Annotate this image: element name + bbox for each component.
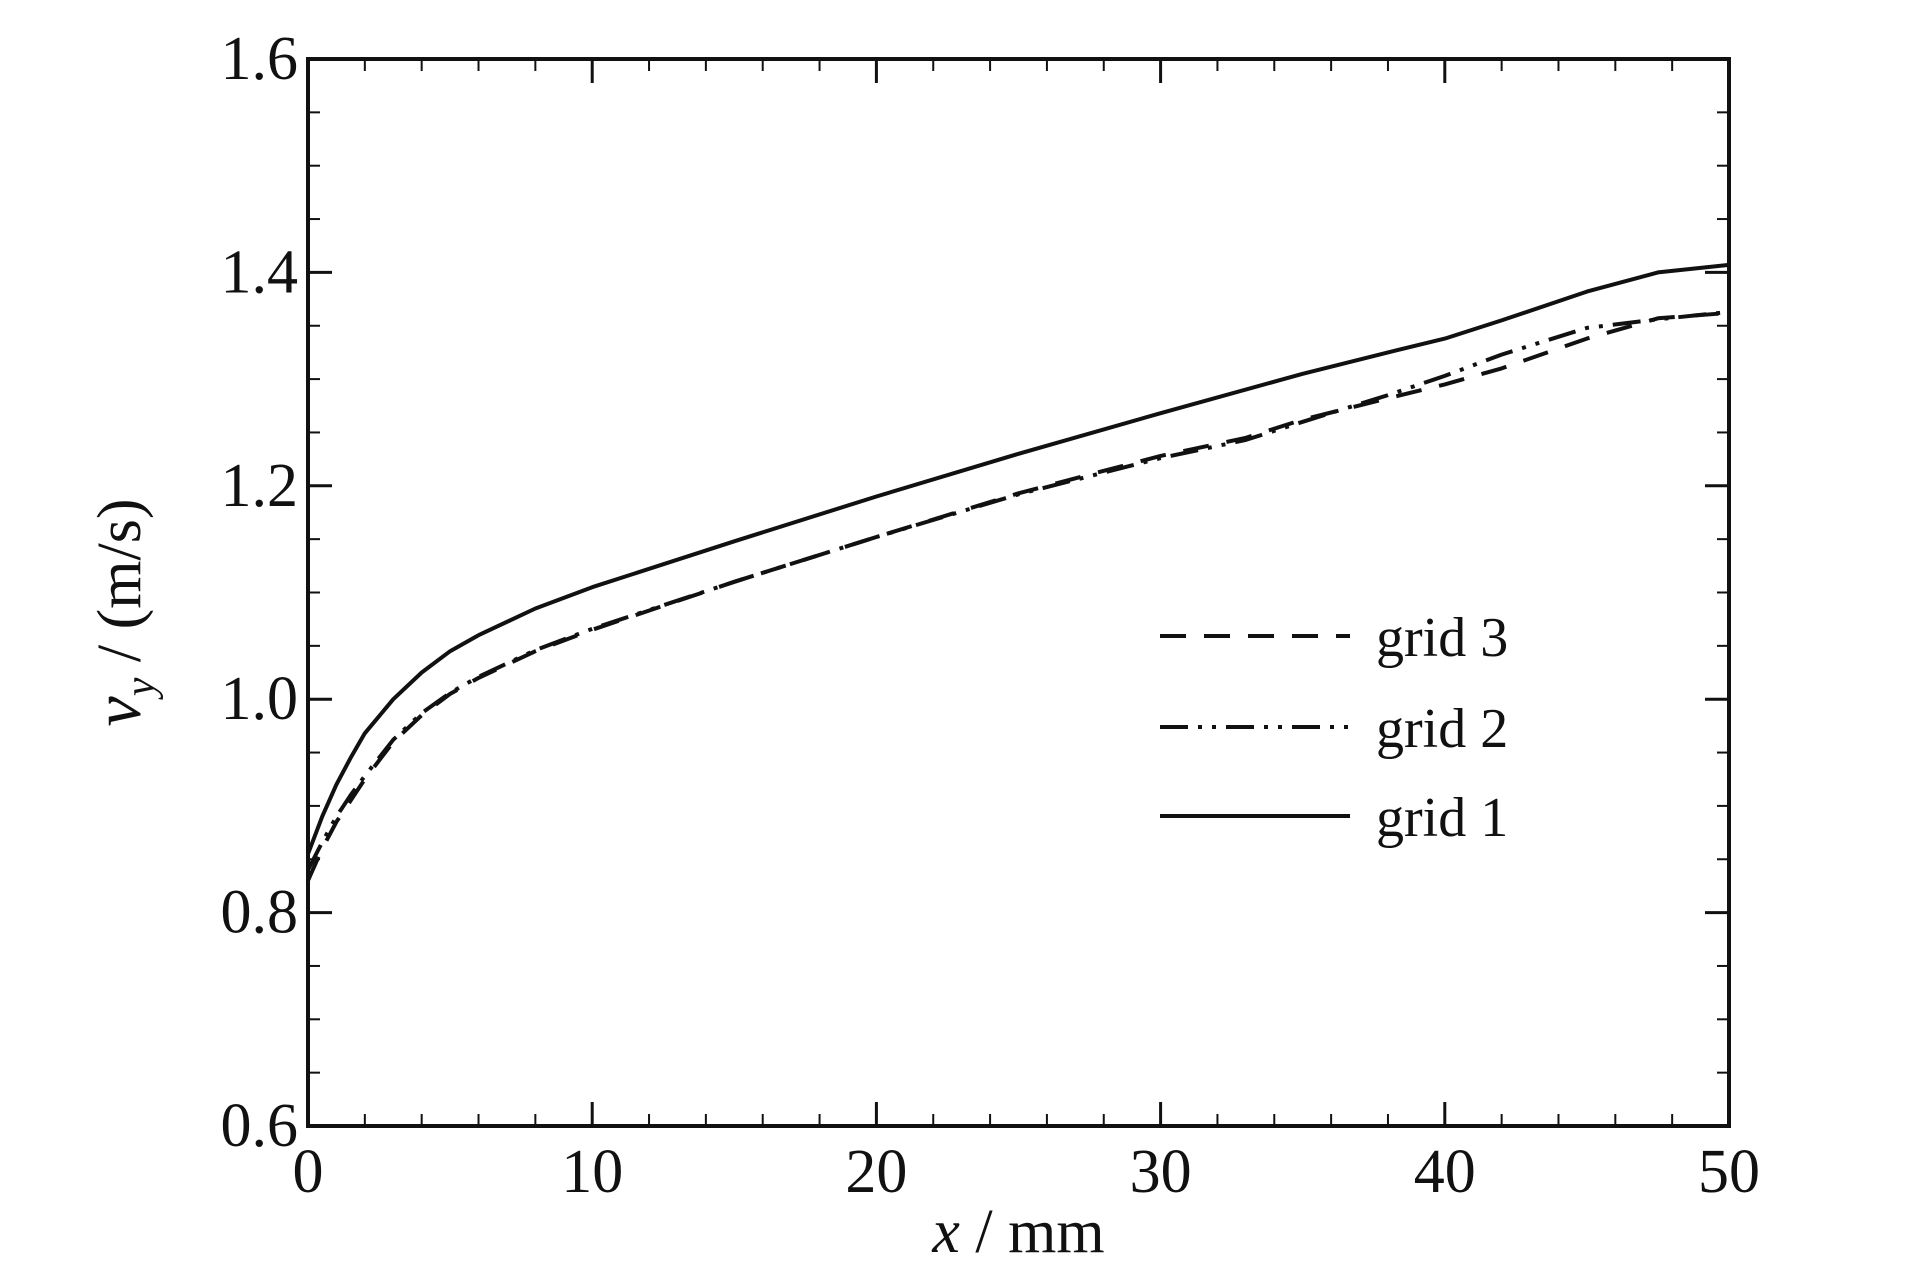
legend-label: grid 2 [1376,698,1508,760]
y-tick-label: 1.2 [221,452,299,520]
legend-label: grid 1 [1376,787,1508,849]
legend: grid 3 grid 2 grid 1 [1160,607,1508,849]
x-tick-label: 30 [1130,1138,1192,1206]
y-axis-subscript: y [118,677,164,700]
x-tick-label: 40 [1414,1138,1476,1206]
x-tick-label: 0 [293,1138,324,1206]
series-line [306,262,1730,855]
x-axis-title: x / mm [931,1198,1104,1266]
x-tick-label: 10 [561,1138,623,1206]
tick-labels: 0 10 20 30 40 50 0.6 0.8 1.0 1.2 1.4 1.6 [221,25,1761,1206]
y-tick-label: 1.0 [221,665,299,733]
x-axis-unit: / mm [960,1198,1105,1266]
y-tick-label: 1.4 [221,238,299,306]
x-tick-label: 50 [1698,1138,1760,1206]
y-axis-variable: v [79,695,155,726]
series-line [306,310,1730,882]
plot-frame [306,57,1731,1128]
y-tick-label: 0.8 [221,879,299,947]
y-tick-label: 1.6 [221,25,299,93]
axis-ticks [306,57,1731,1128]
y-axis-unit: / (m/s) [86,499,154,678]
legend-label: grid 3 [1376,607,1508,669]
y-axis-title: vy / (m/s) [79,499,164,727]
x-axis-variable: x [931,1198,960,1266]
series-line [306,309,1730,871]
y-tick-label: 0.6 [221,1092,299,1160]
x-tick-label: 20 [845,1138,907,1206]
series-layer [306,262,1730,882]
